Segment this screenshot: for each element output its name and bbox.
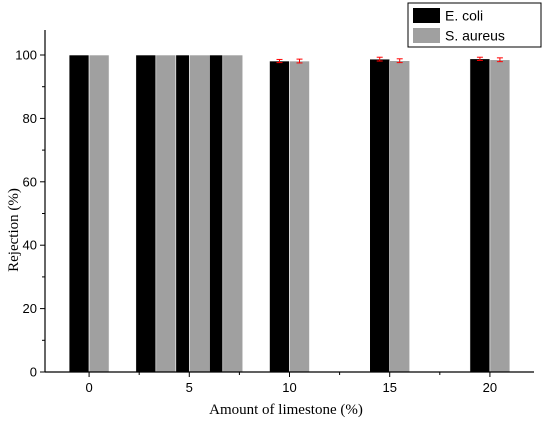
- y-tick-label-20: 20: [23, 301, 37, 316]
- x-tick-label-0: 0: [85, 380, 92, 395]
- legend-swatch-s-aureus: [413, 28, 440, 43]
- error-bars-layer: [276, 56, 503, 64]
- bar-s-aureus-4: [289, 60, 310, 373]
- error-bar-e-coli-5: [376, 56, 383, 62]
- error-bar-s-aureus-6: [496, 57, 503, 63]
- y-axis-label: Rejection (%): [6, 188, 22, 272]
- bar-s-aureus-6: [489, 59, 511, 373]
- bar-e-coli-4: [269, 60, 290, 373]
- legend-label-s-aureus: S. aureus: [445, 28, 505, 44]
- y-tick-label-80: 80: [23, 111, 37, 126]
- y-tick-label-60: 60: [23, 174, 37, 189]
- x-tick-label-20: 20: [483, 380, 497, 395]
- error-bar-s-aureus-4: [296, 58, 303, 64]
- bar-s-aureus-1: [155, 54, 177, 373]
- axes: 0 20 40 60 80 100 0 5 10 15 20: [15, 30, 534, 395]
- bar-e-coli-5: [369, 58, 391, 373]
- error-bar-e-coli-6: [476, 56, 483, 61]
- x-tick-label-10: 10: [282, 380, 296, 395]
- bar-e-coli-1: [135, 54, 157, 373]
- bar-e-coli-0: [68, 54, 90, 373]
- x-axis-label: Amount of limestone (%): [209, 402, 363, 418]
- bar-s-aureus-3: [222, 54, 244, 373]
- x-tick-label-15: 15: [382, 380, 396, 395]
- y-tick-label-0: 0: [30, 365, 37, 380]
- legend-swatch-e-coli: [413, 8, 440, 23]
- bar-s-aureus-2: [188, 54, 210, 373]
- legend-label-e-coli: E. coli: [445, 8, 483, 24]
- y-tick-label-100: 100: [15, 48, 37, 63]
- legend: E. coli S. aureus: [407, 2, 542, 48]
- x-tick-label-5: 5: [186, 380, 193, 395]
- bar-s-aureus-0: [88, 54, 110, 373]
- bar-s-aureus-5: [389, 60, 411, 373]
- error-bar-s-aureus-5: [396, 58, 403, 64]
- bar-e-coli-6: [469, 58, 491, 373]
- bars-layer: [68, 54, 511, 373]
- y-tick-label-40: 40: [23, 238, 37, 253]
- error-bar-e-coli-4: [276, 58, 283, 64]
